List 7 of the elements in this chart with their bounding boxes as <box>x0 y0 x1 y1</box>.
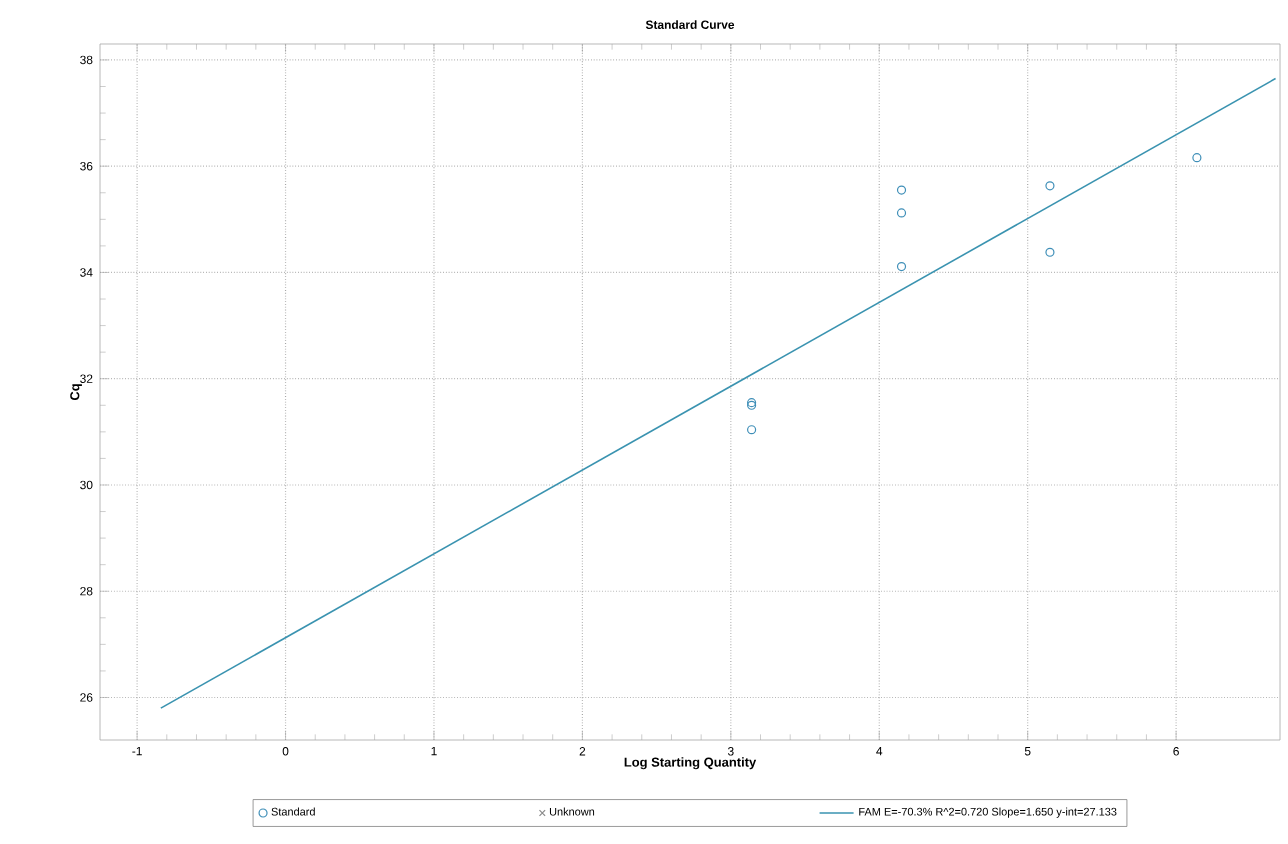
point <box>896 185 907 195</box>
point <box>896 262 907 272</box>
point <box>1045 181 1055 191</box>
point <box>1192 153 1202 163</box>
point <box>747 425 757 435</box>
point <box>896 208 907 218</box>
point <box>1045 247 1055 257</box>
